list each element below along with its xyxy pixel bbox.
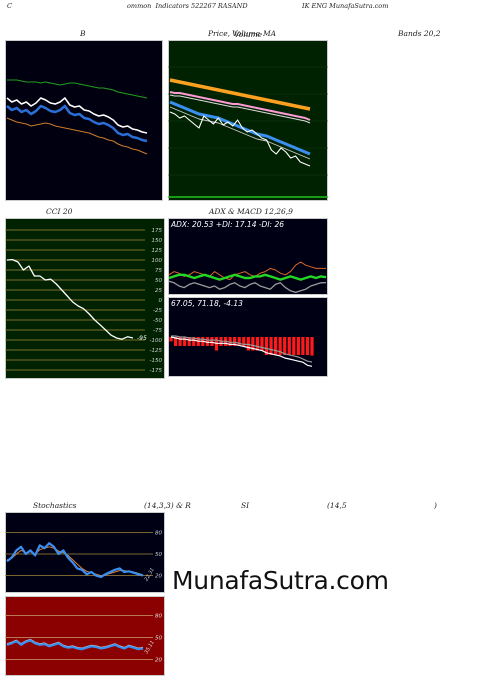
macd-histogram-bar [237, 337, 241, 346]
ma-white-line [169, 106, 311, 160]
macd-histogram-bar [274, 337, 278, 355]
stoch-panel-title: Stochastics [33, 501, 77, 510]
cci-tick-label: -125 [150, 348, 163, 354]
adx-panel-title-b: & MACD 12,26,9 [228, 207, 293, 216]
header-title: ommon Indicators 522267 RASAND [127, 2, 248, 10]
price-chart [5, 40, 163, 201]
plus-di-line [168, 280, 327, 294]
stoch-tick-label: 20 [155, 574, 162, 580]
adx-line [168, 273, 327, 281]
ma-orange-line [169, 78, 311, 111]
stoch-k-line [6, 542, 144, 579]
panel-background [168, 218, 328, 295]
macd-histogram-bar [255, 337, 260, 351]
price-panel-title: B [80, 29, 86, 38]
cci-tick-label: -25 [153, 308, 162, 314]
stoch-tick-label: 80 [155, 530, 162, 536]
rsi-tick-label: 80 [155, 614, 162, 620]
macd-histogram-bar [246, 337, 250, 351]
macd-histogram-bar [278, 337, 282, 355]
rsi-line [6, 639, 144, 651]
ma-blue-line [169, 100, 311, 156]
cci-last-value: -95 [137, 335, 147, 342]
bands-panel-title: Bands 20,2 [398, 29, 441, 38]
cci-tick-label: -75 [153, 328, 162, 334]
ma-panel-title-volume: Volume [232, 29, 261, 38]
macd-histogram-bar [264, 337, 269, 355]
price-line [6, 97, 148, 134]
cci-tick-label: -150 [150, 358, 163, 364]
cci-tick-label: 50 [155, 278, 162, 284]
header-site: IK ENG MunafaSutra.com [302, 2, 389, 10]
macd-histogram-bar [301, 337, 305, 355]
macd-histogram-bar [296, 337, 300, 355]
cci-tick-label: 100 [152, 258, 163, 264]
macd-histogram-bar [173, 337, 178, 346]
macd-histogram-bar [242, 337, 246, 346]
lower-band-line [6, 117, 148, 155]
ma-panel-title-price: Price, [208, 29, 231, 38]
cci-tick-label: 175 [152, 228, 163, 234]
stoch-tick-label: 50 [155, 552, 162, 558]
macd-chart: 67.05, 71.18, -4.13 [168, 297, 328, 377]
cci-line [6, 258, 134, 340]
macd-histogram-bar [305, 337, 310, 355]
macd-histogram-bar [169, 337, 173, 342]
adx-panel-title-a: ADX [209, 207, 226, 216]
ma-line [6, 104, 148, 143]
price-line [169, 111, 311, 167]
rsi-panel-title-a: SI [241, 501, 250, 510]
macd-histogram-bar [228, 337, 232, 346]
macd-histogram-bar [233, 337, 237, 346]
macd-histogram-bar [292, 337, 296, 355]
macd-line [170, 336, 313, 367]
ma-grey-line [169, 94, 311, 124]
cci-tick-label: 75 [155, 268, 162, 274]
cci-panel-title: CCI 20 [46, 207, 73, 216]
cci-chart: 175 150 125 100 75 50 25 0 -25 -50 -75 -100 -125 -150… [5, 218, 165, 379]
upper-band-line [7, 79, 148, 99]
macd-histogram-bar [310, 337, 314, 356]
ma-panel-title-ma: MA [263, 29, 277, 38]
stoch-panel-params: (14,3,3) & R [144, 501, 191, 510]
panel-background [5, 596, 165, 676]
macd-histogram-bar [260, 337, 264, 351]
macd-readout: 67.05, 71.18, -4.13 [171, 299, 243, 308]
header-prefix: C [7, 2, 12, 10]
rsi-panel-title-b: (14,5 [327, 501, 347, 510]
ma-panel-title-volume-overlap: Volume [234, 30, 263, 39]
rsi-panel-title-c: ) [434, 501, 437, 510]
macd-signal-line [171, 335, 313, 363]
macd-histogram-bar [183, 337, 187, 346]
cci-tick-label: -50 [153, 318, 162, 324]
cci-tick-label: 25 [155, 288, 162, 294]
macd-histogram-bar [210, 337, 214, 346]
macd-histogram-bar [187, 337, 191, 346]
macd-histogram-bar [178, 337, 182, 346]
macd-histogram-bar [192, 337, 196, 346]
cci-tick-label: 150 [152, 238, 163, 244]
cci-tick-label: -100 [150, 338, 163, 344]
adx-readout: ADX: 20.53 +DI: 17.14 -DI: 26 [170, 220, 284, 229]
panel-background [5, 218, 165, 379]
rsi-tick-label: 20 [155, 657, 162, 663]
brand-watermark: MunafaSutra.com [172, 566, 389, 595]
cci-tick-label: 0 [159, 298, 163, 304]
ma-chart [168, 40, 328, 201]
minus-di-line [168, 261, 326, 281]
macd-histogram-bar [283, 337, 287, 355]
macd-histogram-bar [205, 337, 209, 346]
macd-histogram-bar [251, 337, 255, 351]
cci-tick-label: 125 [152, 248, 163, 254]
macd-histogram-bar [287, 337, 291, 355]
rsi-tick-label: 50 [155, 636, 162, 642]
ma-pink-line [169, 91, 311, 121]
cci-tick-label: -175 [150, 368, 163, 374]
macd-histogram-bar [269, 337, 273, 355]
panel-background [5, 40, 163, 201]
adx-chart: ADX: 20.53 +DI: 17.14 -DI: 26 [168, 218, 328, 295]
